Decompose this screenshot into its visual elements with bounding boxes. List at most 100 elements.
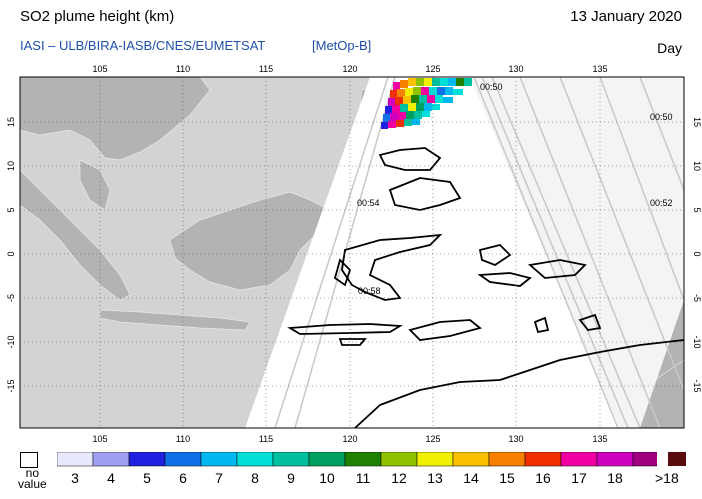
plume-pixel — [422, 111, 430, 117]
lon-label: 130 — [508, 434, 523, 444]
color-swatch — [596, 452, 634, 467]
plume-pixel — [427, 95, 435, 103]
swath-main — [300, 77, 620, 428]
overpass-time-label: 00:50 — [480, 82, 503, 92]
tanimbar-coast — [533, 316, 550, 334]
lon-label: 110 — [176, 64, 190, 74]
plume-pixel — [385, 106, 392, 114]
satellite-label: [MetOp-B] — [312, 38, 372, 53]
lat-label: 5 — [6, 207, 16, 212]
plume-pixel — [381, 122, 388, 129]
source-label: IASI – ULB/BIRA-IASB/CNES/EUMETSAT — [20, 38, 266, 53]
lon-labels-top: 105 110 115 120 125 130 135 — [92, 64, 607, 74]
plume-pixel — [405, 88, 413, 96]
lat-label: -10 — [6, 335, 16, 348]
lon-label: 135 — [592, 64, 607, 74]
scale-label: 13 — [427, 470, 443, 486]
sumba-coast — [338, 338, 367, 346]
plume-pixel — [404, 119, 412, 126]
plume-pixel — [421, 87, 429, 95]
scale-label: 16 — [535, 470, 551, 486]
scale-label: 8 — [251, 470, 259, 486]
lon-label: 115 — [259, 64, 273, 74]
plume-pixel — [416, 78, 424, 86]
plume-pixel — [464, 78, 472, 86]
java-land — [99, 309, 251, 331]
color-scale-bar — [57, 452, 657, 467]
plume-pixel — [390, 113, 398, 121]
borneo-land — [169, 191, 331, 291]
color-swatch — [380, 452, 418, 467]
overpass-times: 00:50 00:50 00:54 00:52 00:58 — [357, 82, 673, 296]
plume-pixel — [440, 78, 448, 86]
scale-label: 18 — [607, 470, 623, 486]
scale-label: 9 — [287, 470, 295, 486]
lon-label: 130 — [508, 64, 523, 74]
plume-pixel — [416, 103, 424, 111]
color-swatch — [92, 452, 130, 467]
lat-label: -5 — [6, 294, 16, 302]
lon-label: 120 — [342, 64, 357, 74]
lat-label: 15 — [6, 117, 16, 127]
plume-pixel — [432, 104, 440, 110]
australia-north-coast — [354, 339, 685, 429]
swath-stripes — [274, 76, 685, 429]
color-swatch — [344, 452, 382, 467]
scale-label: 10 — [319, 470, 335, 486]
plume-pixel — [437, 87, 445, 95]
plume-pixel — [393, 82, 400, 90]
sumatra-land — [19, 169, 131, 301]
color-swatch — [488, 452, 526, 467]
color-swatch — [236, 452, 274, 467]
overpass-time-label: 00:52 — [650, 198, 673, 208]
scale-label: 11 — [355, 470, 371, 486]
day-night-label: Day — [657, 40, 682, 56]
lat-label: -5 — [692, 294, 702, 302]
plume-pixel — [408, 78, 416, 86]
lat-labels-left: 15 10 5 0 -5 -10 -15 — [6, 117, 16, 393]
swath-west — [245, 77, 400, 428]
plume-pixel — [395, 97, 403, 105]
plume-pixel — [390, 90, 397, 98]
scale-label: 17 — [571, 470, 587, 486]
plume-pixel — [448, 78, 456, 86]
plume-pixel — [411, 95, 419, 103]
plume-pixel — [406, 111, 414, 119]
color-swatch — [416, 452, 454, 467]
color-swatch — [632, 452, 657, 467]
plume-pixel — [400, 80, 408, 88]
lat-label: 5 — [692, 207, 702, 212]
lon-label: 105 — [92, 64, 107, 74]
plume-pixel — [383, 114, 390, 122]
plume-pixel — [398, 112, 406, 120]
plume-pixel — [424, 103, 432, 111]
color-swatch — [272, 452, 310, 467]
plume-pixel — [429, 87, 437, 95]
no-value-label: no value — [18, 466, 47, 491]
plume-pixel — [445, 87, 453, 95]
plume-pixel — [435, 95, 443, 103]
plume-pixel — [456, 78, 464, 86]
plume-pixel — [396, 120, 404, 127]
lat-label: 15 — [692, 117, 702, 127]
lon-label: 125 — [425, 64, 440, 74]
color-swatch — [308, 452, 346, 467]
plume-pixel — [392, 105, 400, 113]
color-swatch — [164, 452, 202, 467]
no-value-swatch — [20, 452, 38, 468]
no-value-text: no value — [18, 466, 47, 491]
scale-label: 12 — [391, 470, 407, 486]
scale-label: 5 — [143, 470, 151, 486]
color-swatch — [452, 452, 490, 467]
plume-pixel — [413, 87, 421, 95]
lon-label: 110 — [176, 434, 190, 444]
lon-label: 125 — [425, 434, 440, 444]
date-label: 13 January 2020 — [570, 8, 682, 25]
plume-pixel — [408, 103, 416, 111]
above-18-label: >18 — [655, 470, 679, 486]
satellite-swath — [245, 77, 684, 428]
lon-labels-bottom: 105 110 115 120 125 130 135 — [92, 434, 607, 444]
lon-label: 105 — [92, 434, 107, 444]
timor-coast — [408, 319, 482, 341]
lon-label: 115 — [259, 434, 273, 444]
